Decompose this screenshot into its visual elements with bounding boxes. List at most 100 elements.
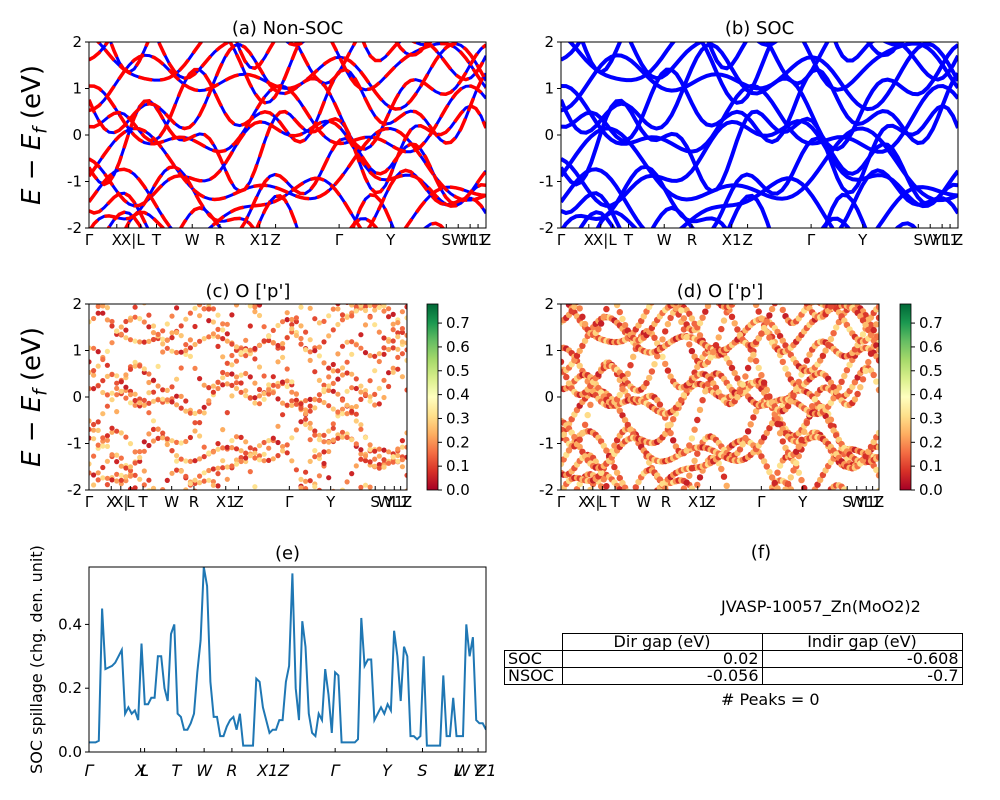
- band-dot: [795, 443, 802, 450]
- band-dot: [795, 378, 802, 386]
- band-dot: [646, 287, 652, 293]
- band-dot: [849, 248, 855, 254]
- band-dot: [109, 286, 114, 291]
- band-dot: [146, 324, 152, 330]
- band-dot: [252, 356, 258, 362]
- band-dot: [262, 520, 267, 525]
- band-dot: [788, 261, 794, 267]
- band-dot: [150, 485, 157, 490]
- band-dot: [150, 389, 157, 395]
- band-dot: [827, 304, 835, 310]
- band-dot: [696, 406, 704, 414]
- band-dot: [809, 491, 815, 497]
- band-line: [89, 42, 486, 152]
- band-dot: [867, 331, 875, 339]
- x-tick-label: W: [849, 493, 864, 511]
- band-dot: [150, 323, 157, 329]
- band-dot: [192, 365, 198, 371]
- band-dot: [270, 456, 276, 462]
- y-tick-label: 1: [544, 80, 554, 98]
- band-dot: [386, 449, 392, 455]
- band-dot: [344, 479, 350, 485]
- band-dot: [220, 458, 226, 464]
- band-dot: [123, 465, 129, 471]
- band-dot: [298, 341, 304, 347]
- band-dot: [105, 295, 110, 300]
- band-dot: [89, 461, 92, 467]
- band-dot: [307, 408, 313, 414]
- band-dot: [566, 542, 572, 548]
- band-dot: [321, 360, 327, 366]
- x-tick-label: X1: [688, 493, 708, 511]
- dots-group: [561, 241, 879, 549]
- band-dot: [201, 470, 207, 476]
- band-dot: [330, 425, 336, 431]
- band-dot: [326, 287, 331, 292]
- band-dot: [100, 356, 106, 363]
- band-dot: [614, 516, 620, 522]
- band-dot: [742, 537, 748, 543]
- band-dot: [289, 244, 294, 249]
- band-dot: [178, 440, 184, 446]
- band-dot: [830, 427, 837, 434]
- band-dot: [712, 342, 720, 349]
- band-dot: [862, 321, 869, 329]
- band-dot: [627, 279, 633, 285]
- band-dot: [651, 490, 657, 496]
- band-dot: [289, 398, 295, 404]
- panel-title: (f): [751, 542, 771, 563]
- x-tick-label: L: [598, 493, 607, 511]
- band-dot: [150, 377, 157, 383]
- band-dot: [852, 241, 858, 247]
- band-dot: [169, 277, 174, 282]
- band-dot: [233, 446, 240, 452]
- band-dot: [670, 543, 676, 549]
- band-dot: [689, 254, 695, 260]
- band-dot: [294, 261, 299, 266]
- band-dot: [293, 319, 299, 325]
- band-dot: [229, 532, 234, 537]
- band-dot: [137, 396, 143, 402]
- band-dot: [89, 345, 92, 351]
- colorbar-tick-label: 0.0: [446, 481, 470, 499]
- band-dot: [646, 304, 653, 310]
- peaks-count: # Peaks = 0: [721, 690, 820, 709]
- band-dot: [123, 270, 128, 275]
- band-dot: [192, 292, 197, 297]
- band-dot: [667, 429, 674, 437]
- band-dot: [234, 524, 239, 529]
- band-dot: [146, 400, 152, 406]
- band-dot: [825, 525, 831, 531]
- x-tick-label: X: [112, 231, 122, 249]
- band-dot: [386, 383, 392, 390]
- band-dot: [243, 450, 249, 456]
- band-dot: [761, 243, 767, 249]
- band-dot: [114, 392, 120, 398]
- band-dot: [748, 262, 754, 268]
- band-dot: [229, 341, 235, 347]
- band-dot: [353, 411, 359, 417]
- band-dot: [141, 402, 147, 408]
- band-dot: [621, 322, 629, 329]
- x-tick-label: L: [454, 761, 463, 780]
- band-dot: [192, 458, 198, 464]
- band-dot: [601, 273, 607, 279]
- band-dot: [89, 435, 92, 441]
- band-dot: [603, 483, 610, 490]
- band-dot: [686, 310, 693, 317]
- x-tick-label: L: [140, 761, 149, 780]
- band-dot: [809, 403, 816, 410]
- band-dot: [844, 262, 850, 268]
- band-dot: [312, 448, 318, 454]
- band-dot: [252, 309, 258, 315]
- band-dot: [707, 354, 714, 361]
- band-dot: [577, 294, 583, 300]
- band-dot: [330, 368, 336, 374]
- band-dot: [670, 523, 676, 529]
- x-tick-label: Γ: [757, 493, 766, 511]
- band-dot: [358, 456, 364, 462]
- band-dot: [261, 373, 267, 379]
- band-dot: [344, 388, 350, 394]
- band-dot: [788, 503, 794, 509]
- band-dot: [395, 330, 401, 336]
